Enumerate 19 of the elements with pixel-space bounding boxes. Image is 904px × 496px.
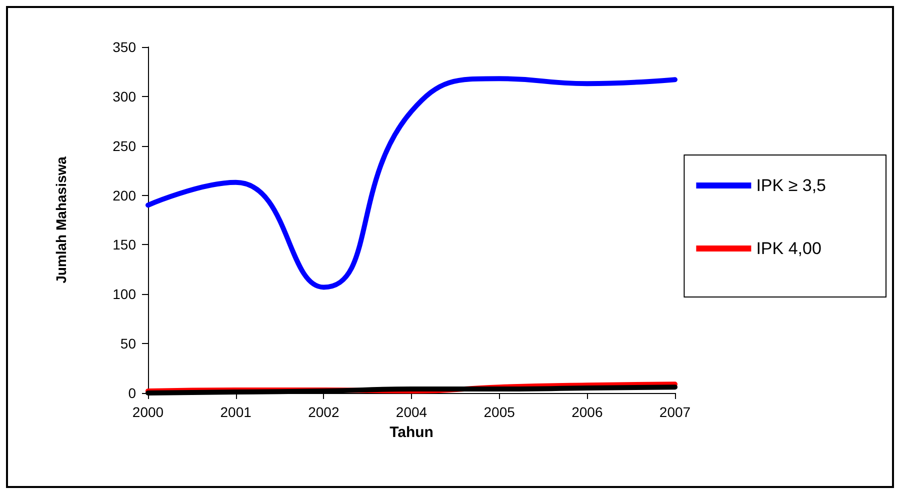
y-tick-label: 250	[112, 138, 136, 154]
y-axis-title: Jumlah Mahasiswa	[53, 156, 69, 284]
y-tick-label: 300	[112, 88, 136, 104]
y-tick-label: 50	[120, 336, 136, 352]
legend-label: IPK ≥ 3,5	[756, 176, 826, 195]
y-tick-label: 200	[112, 187, 136, 204]
x-tick-label: 2007	[659, 404, 691, 420]
legend-label: IPK 4,00	[756, 239, 822, 258]
y-tick-label: 100	[112, 286, 136, 302]
y-tick-label: 0	[128, 385, 136, 401]
x-tick-label: 2004	[396, 404, 428, 420]
x-tick-label: 2002	[308, 404, 340, 420]
x-tick-label: 2005	[484, 404, 516, 420]
x-axis-title: Tahun	[390, 424, 434, 441]
y-tick-label: 150	[112, 236, 136, 253]
x-tick-label: 2001	[220, 404, 252, 420]
x-tick-label: 2000	[132, 404, 164, 420]
x-tick-label: 2006	[572, 404, 603, 420]
y-tick-label: 350	[112, 39, 136, 55]
